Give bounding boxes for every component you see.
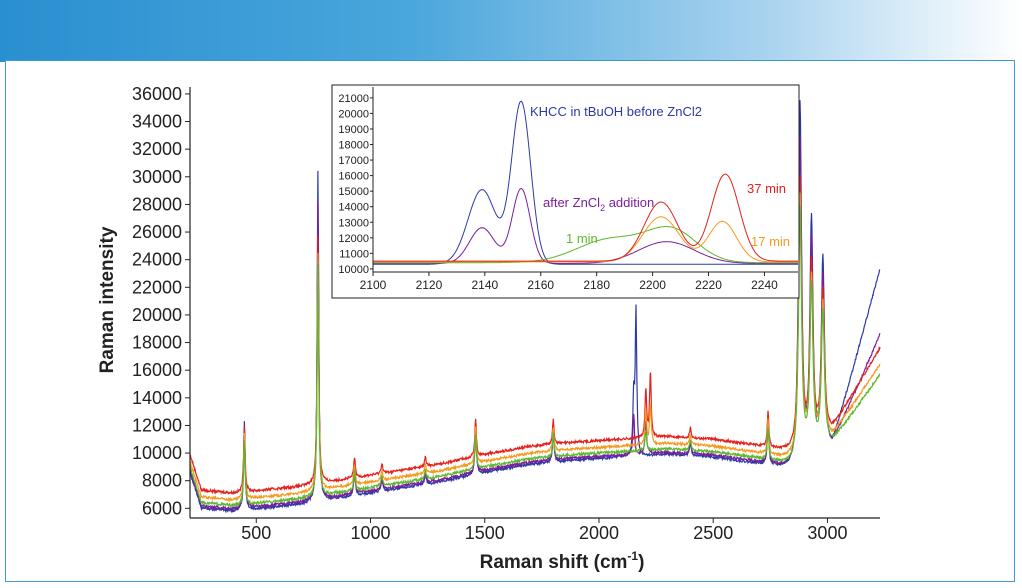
y-tick-label: 18000	[132, 333, 182, 353]
x-axis-label-tail: )	[638, 552, 644, 573]
annotation-after-pre: after ZnCl	[543, 195, 600, 210]
x-axis-label: Raman shift (cm-1)	[480, 549, 645, 573]
series-line-orange	[189, 192, 881, 503]
inset-y-tick-label: 15000	[338, 186, 369, 198]
y-axis-label: Raman intensity	[97, 226, 118, 373]
y-tick-label: 8000	[142, 471, 182, 491]
annotation-17-min: 17 min	[751, 234, 790, 249]
inset-y-tick-label: 16000	[338, 171, 369, 183]
y-tick-label: 22000	[132, 277, 182, 297]
inset-border	[331, 84, 800, 299]
inset-x-tick-label: 2120	[416, 278, 443, 292]
x-tick-label: 1500	[465, 523, 505, 543]
inset-x-tick-label: 2200	[639, 278, 666, 292]
x-tick-label: 3000	[807, 523, 847, 543]
inset-y-tick-label: 19000	[338, 124, 369, 136]
inset-y-tick-label: 21000	[338, 93, 369, 105]
series-line-green	[189, 204, 881, 508]
annotation-1-min: 1 min	[566, 231, 598, 246]
x-tick-label: 500	[241, 523, 271, 543]
x-tick-label: 2000	[579, 523, 619, 543]
series-line-red	[189, 175, 881, 495]
y-tick-label: 10000	[132, 443, 182, 463]
y-tick-label: 26000	[132, 222, 182, 242]
y-tick-label: 20000	[132, 305, 182, 325]
y-tick-label: 6000	[142, 498, 182, 518]
x-axis-label-main: Raman shift (cm	[480, 552, 628, 573]
x-tick-label: 2500	[693, 523, 733, 543]
x-axis-label-sup: -1	[627, 549, 638, 563]
annotation-after-sub: 2	[600, 203, 605, 213]
y-tick-label: 34000	[132, 112, 182, 132]
inset-y-tick-label: 13000	[338, 217, 369, 229]
inset-x-tick-label: 2220	[695, 278, 722, 292]
y-tick-label: 24000	[132, 250, 182, 270]
y-tick-label: 32000	[132, 139, 182, 159]
inset-y-tick-label: 11000	[339, 248, 369, 260]
inset-series-line	[373, 226, 798, 264]
inset-y-tick-label: 14000	[338, 202, 369, 214]
inset-x-tick-label: 2160	[527, 278, 554, 292]
annotation-after-zncl2: after ZnCl2 addition	[543, 195, 654, 213]
annotation-37-min: 37 min	[747, 181, 786, 196]
x-tick-label: 1000	[350, 523, 390, 543]
inset-x-tick-label: 2240	[751, 278, 778, 292]
inset-x-tick-label: 2180	[583, 278, 610, 292]
y-tick-label: 28000	[132, 194, 182, 214]
inset-x-tick-label: 2100	[360, 278, 387, 292]
annotation-before-zncl2: KHCC in tBuOH before ZnCl2	[530, 104, 702, 119]
inset-y-tick-label: 17000	[338, 155, 369, 167]
y-tick-label: 12000	[132, 415, 182, 435]
inset-chart: 10000 11000 12000 13000 14000 15000 16000 17000…	[331, 84, 800, 299]
annotation-after-post: addition	[605, 195, 654, 210]
inset-series-line	[373, 216, 798, 263]
inset-series-line	[373, 173, 798, 262]
inset-y-tick-label: 18000	[338, 140, 369, 152]
y-tick-label: 16000	[132, 360, 182, 380]
y-tick-label: 36000	[132, 84, 182, 104]
inset-y-tick-label: 20000	[338, 108, 369, 120]
header-banner	[0, 0, 1022, 62]
inset-y-tick-label: 10000	[338, 264, 369, 276]
series-line-purple	[189, 134, 881, 512]
inset-y-tick-label: 12000	[338, 233, 369, 245]
inset-x-tick-label: 2140	[471, 278, 498, 292]
y-tick-label: 14000	[132, 388, 182, 408]
y-tick-label: 30000	[132, 167, 182, 187]
